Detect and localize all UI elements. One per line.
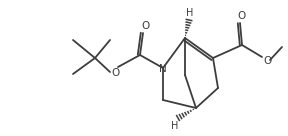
Text: O: O — [111, 68, 119, 78]
Text: H: H — [171, 121, 179, 131]
Text: O: O — [263, 56, 271, 66]
Text: O: O — [238, 11, 246, 21]
Text: O: O — [141, 21, 149, 31]
Text: H: H — [186, 8, 194, 18]
Text: N: N — [159, 64, 167, 74]
